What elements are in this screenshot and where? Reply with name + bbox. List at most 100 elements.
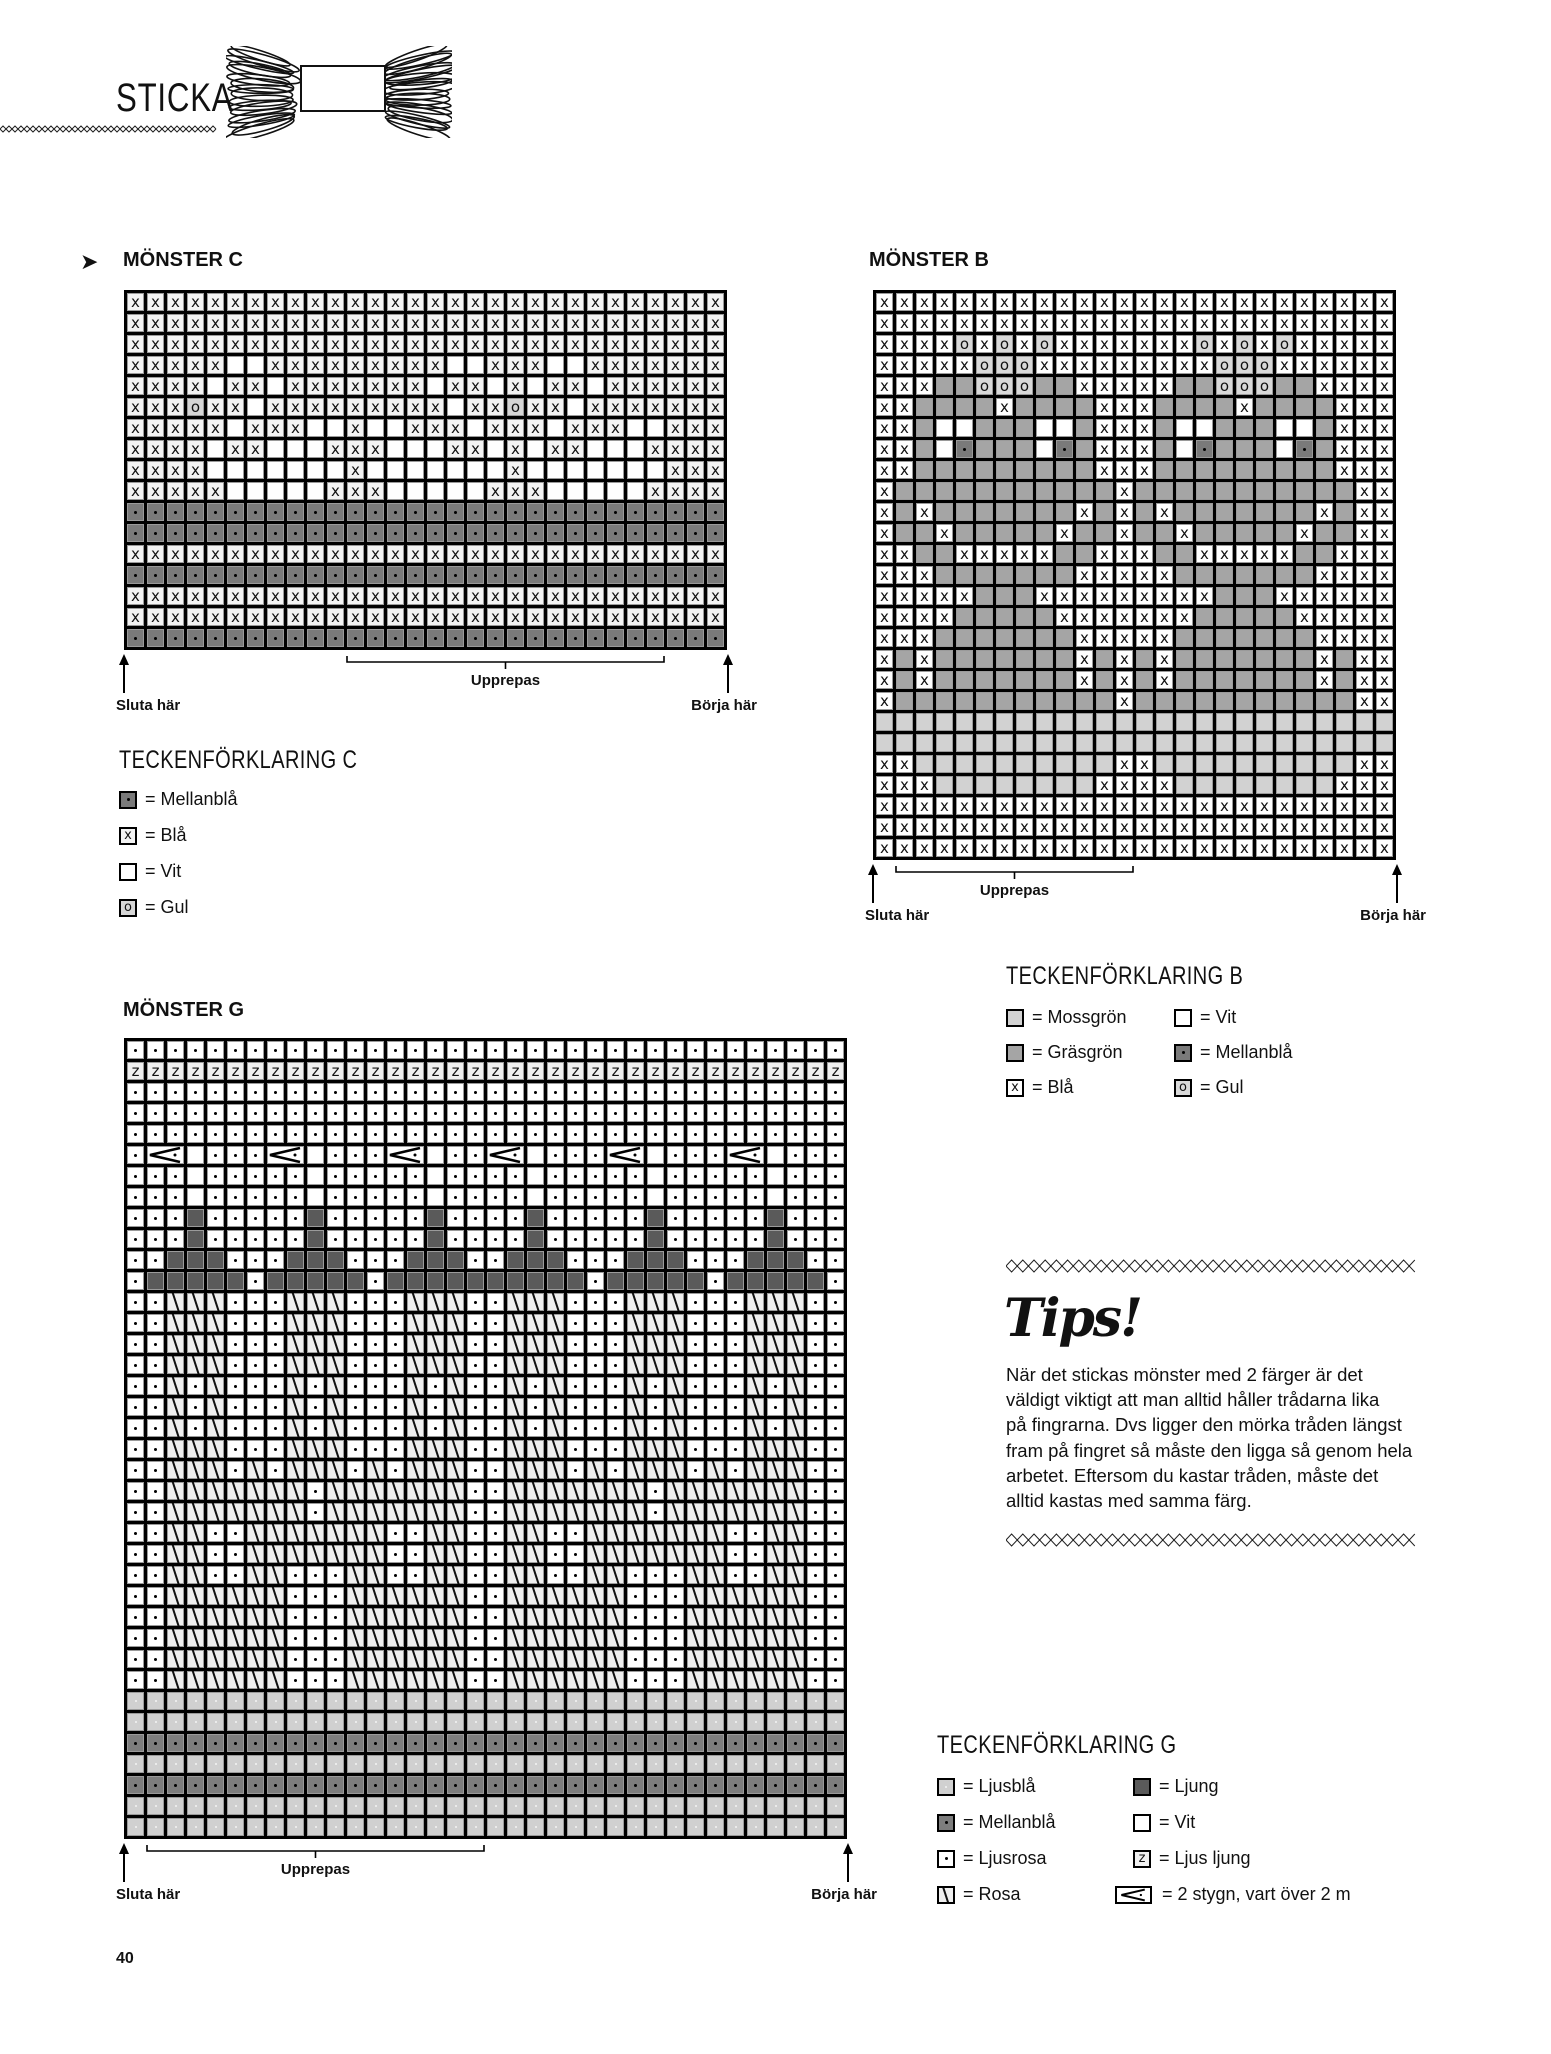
chart-cell xyxy=(167,1293,184,1311)
chart-cell xyxy=(647,1734,664,1752)
chart-cell xyxy=(147,1188,164,1206)
chart-cell xyxy=(767,1419,784,1437)
chart-cell: x xyxy=(487,314,504,332)
chart-cell xyxy=(996,461,1013,479)
chart-cell: x xyxy=(1116,818,1133,836)
chart-cell xyxy=(1136,503,1153,521)
chart-cell xyxy=(247,629,264,647)
chart-cell xyxy=(487,1188,504,1206)
chart-cell xyxy=(707,1629,724,1647)
chart-cell xyxy=(687,1755,704,1773)
chart-cell xyxy=(976,692,993,710)
start-label: Börja här xyxy=(811,1886,877,1903)
chart-cell: x xyxy=(327,356,344,374)
chart-cell xyxy=(1196,482,1213,500)
chart-cell xyxy=(827,1230,844,1248)
chart-cell: x xyxy=(367,314,384,332)
chart-cell: x xyxy=(1096,293,1113,311)
chart-cell: x xyxy=(1096,587,1113,605)
chart-cell xyxy=(1036,419,1053,437)
chart-cell xyxy=(207,1125,224,1143)
chart-cell: x xyxy=(407,587,424,605)
chart-cell: x xyxy=(167,314,184,332)
chart-cell: x xyxy=(307,335,324,353)
chart-cell xyxy=(527,377,544,395)
chart-cell xyxy=(587,1671,604,1689)
chart-cell xyxy=(976,776,993,794)
chart-cell xyxy=(1236,587,1253,605)
chart-cell xyxy=(687,1041,704,1059)
chart-cell xyxy=(307,503,324,521)
chart-cell xyxy=(127,1776,144,1794)
chart-cell xyxy=(1276,734,1293,752)
chart-cell xyxy=(527,1692,544,1710)
chart-cell xyxy=(127,1713,144,1731)
chart-cell xyxy=(1136,734,1153,752)
chart-cell xyxy=(307,1671,324,1689)
chart-cell: x xyxy=(647,587,664,605)
chart-cell: x xyxy=(956,545,973,563)
chart-cell: x xyxy=(1116,755,1133,773)
chart-cell: x xyxy=(487,293,504,311)
chart-cell xyxy=(567,1692,584,1710)
chart-cell: x xyxy=(1256,797,1273,815)
chart-cell: x xyxy=(567,545,584,563)
chart-cell: x xyxy=(387,356,404,374)
chart-cell xyxy=(547,1419,564,1437)
chart-cell xyxy=(387,1419,404,1437)
chart-cell: x xyxy=(587,545,604,563)
chart-cell xyxy=(187,1314,204,1332)
chart-cell: x xyxy=(667,608,684,626)
chart-cell: x xyxy=(1096,608,1113,626)
chart-cell xyxy=(1256,503,1273,521)
chart-cell xyxy=(347,1314,364,1332)
legend-item: = Vit xyxy=(1133,1812,1195,1833)
chart-cell xyxy=(507,1797,524,1815)
chart-cell: x xyxy=(916,776,933,794)
chart-cell xyxy=(147,1755,164,1773)
chart-cell: x xyxy=(567,335,584,353)
chart-cell: z xyxy=(447,1062,464,1080)
chart-cell xyxy=(307,1482,324,1500)
chart-cell xyxy=(707,1461,724,1479)
chart-cell xyxy=(267,1503,284,1521)
chart-cell xyxy=(647,1209,664,1227)
chart-cell xyxy=(387,1146,424,1164)
chart-cell xyxy=(727,1524,744,1542)
chart-cell: x xyxy=(1296,524,1313,542)
chart-cell xyxy=(147,1713,164,1731)
chart-cell xyxy=(1036,608,1053,626)
chart-cell xyxy=(976,608,993,626)
chart-cell xyxy=(327,1818,344,1836)
chart-cell: x xyxy=(876,671,893,689)
chart-cell xyxy=(147,1041,164,1059)
chart-cell xyxy=(1156,398,1173,416)
chart-cell: x xyxy=(1176,587,1193,605)
chart-cell xyxy=(547,1524,564,1542)
chart-cell xyxy=(287,1608,304,1626)
chart-cell xyxy=(1136,650,1153,668)
chart-cell xyxy=(727,1776,744,1794)
chart-cell xyxy=(347,1419,364,1437)
chart-cell xyxy=(1196,650,1213,668)
chart-cell xyxy=(147,1272,164,1290)
chart-cell xyxy=(667,1167,684,1185)
chart-cell: x xyxy=(507,377,524,395)
chart-cell: x xyxy=(1156,776,1173,794)
chart-cell xyxy=(227,1587,244,1605)
chart-cell xyxy=(347,1356,364,1374)
chart-cell xyxy=(996,503,1013,521)
chart-cell: x xyxy=(167,608,184,626)
chart-cell xyxy=(267,1755,284,1773)
chart-cell xyxy=(247,566,264,584)
chart-cell xyxy=(1036,398,1053,416)
chart-cell: x xyxy=(667,482,684,500)
chart-cell xyxy=(507,1587,524,1605)
chart-cell xyxy=(807,1587,824,1605)
chart-cell: x xyxy=(647,545,664,563)
chart-cell xyxy=(1176,377,1193,395)
chart-cell xyxy=(627,1629,644,1647)
chart-cell xyxy=(227,566,244,584)
chart-cell xyxy=(787,1146,804,1164)
chart-cell xyxy=(707,1734,724,1752)
